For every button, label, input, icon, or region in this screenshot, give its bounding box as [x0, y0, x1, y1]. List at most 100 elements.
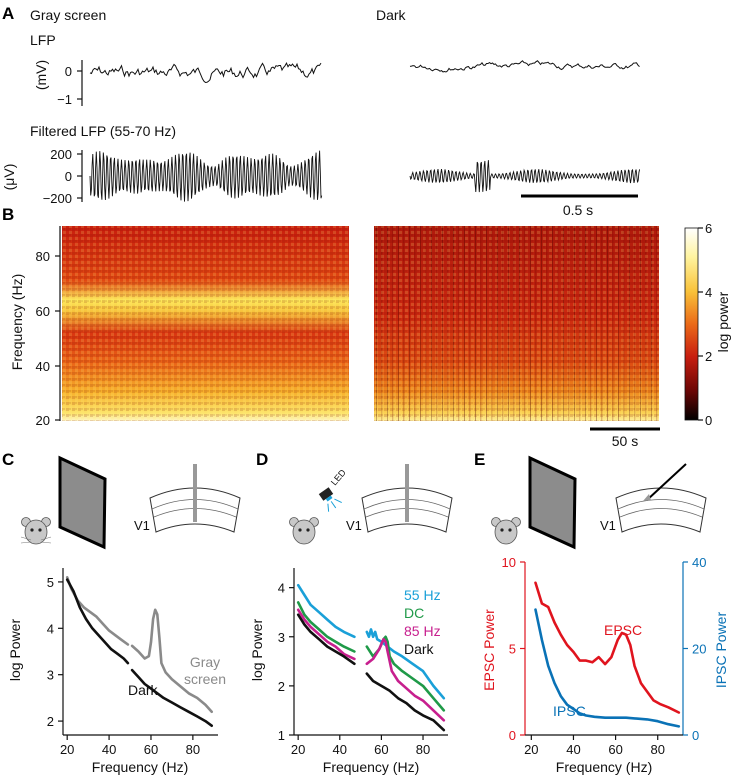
filtered-trace-gray	[89, 150, 323, 202]
label-gray-screen-line2: screen	[184, 671, 226, 687]
chart-c-ytick-label: 2	[47, 714, 54, 729]
colorbar-tick-label-2: 2	[705, 349, 712, 364]
chart-d-ytick-label: 3	[278, 630, 285, 645]
filtered-trace-dark	[409, 160, 641, 193]
v1-cortex-icon-e	[615, 463, 707, 533]
chart-d-xlabel: Frequency (Hz)	[323, 759, 419, 775]
label-dark-c: Dark	[128, 682, 159, 698]
series-line-ipsc	[534, 608, 681, 728]
spectrogram-gray-screen	[62, 226, 349, 421]
chart-c-xtick-label: 80	[186, 742, 200, 757]
chart-c-ytick-label: 4	[47, 621, 54, 636]
time-scale-label: 0.5 s	[563, 202, 593, 218]
lfp-tick-label-0: 0	[65, 64, 72, 79]
chart-c: log Power Frequency (Hz) 20 40 60 80 5 4 3 2 Gra…	[7, 568, 226, 775]
chart-d: log Power Frequency (Hz) 20 40 60 80 4 3 2 1 55 …	[249, 568, 448, 775]
spectrogram-tick-label-80: 80	[36, 249, 50, 264]
chart-c-ylabel: log Power	[7, 619, 23, 682]
panel-label-b: B	[2, 205, 14, 224]
lfp-unit: (mV)	[33, 60, 49, 90]
legend-dark: Dark	[404, 641, 435, 657]
label-epsc: EPSC	[604, 622, 642, 638]
panel-label-a: A	[2, 4, 14, 23]
chart-d-xtick-label: 80	[416, 742, 430, 757]
series-line-dc	[296, 601, 356, 653]
chart-e-xtick-label: 80	[650, 742, 664, 757]
chart-e-xtick-label: 60	[608, 742, 622, 757]
chart-e-ytick-label-right: 40	[692, 555, 706, 570]
chart-e-xlabel: Frequency (Hz)	[556, 759, 652, 775]
series-line-dark	[296, 613, 356, 666]
chart-c-ytick-label: 5	[47, 575, 54, 590]
panel-label-c: C	[2, 450, 14, 469]
chart-e-ylabel-left: EPSC Power	[481, 609, 497, 691]
v1-label-c: V1	[134, 518, 150, 533]
series-line-dark	[130, 668, 213, 727]
chart-c-ytick-label: 3	[47, 668, 54, 683]
chart-e-ytick-label-right: 0	[692, 728, 699, 743]
led-icon	[318, 487, 342, 512]
monitor-icon	[58, 455, 107, 550]
panel-label-e: E	[474, 450, 485, 469]
colorbar-tick-label-6: 6	[705, 221, 712, 236]
label-gray-screen-line1: Gray	[190, 654, 220, 670]
legend-85hz: 85 Hz	[404, 623, 441, 639]
spectrogram-tick-label-60: 60	[36, 304, 50, 319]
panel-label-d: D	[256, 450, 268, 469]
chart-c-xtick-label: 20	[60, 742, 74, 757]
mouse-icon	[20, 517, 52, 545]
led-label: LED	[329, 467, 348, 487]
series-line-dark	[365, 672, 446, 732]
spectrogram-tick-label-20: 20	[36, 413, 50, 428]
lfp-title: LFP	[30, 32, 56, 48]
label-ipsc: IPSC	[553, 703, 586, 719]
colorbar-label: log power	[715, 291, 731, 352]
filtered-tick-label-0: 0	[65, 169, 72, 184]
filtered-unit: (μV)	[1, 164, 17, 191]
chart-e-xtick-label: 20	[524, 742, 538, 757]
legend-55hz: 55 Hz	[404, 587, 441, 603]
chart-e: EPSC Power IPSC Power Frequency (Hz) 20 4…	[481, 555, 729, 775]
series-line-55-hz	[365, 628, 446, 700]
v1-cortex-icon	[149, 464, 241, 533]
chart-e-ytick-label: 10	[502, 555, 516, 570]
schematic-c: V1	[20, 455, 241, 550]
series-line-gray-screen	[130, 608, 213, 714]
spectrogram-tick-label-40: 40	[36, 359, 50, 374]
filtered-tick-label-minus200: −200	[43, 191, 72, 206]
chart-e-ytick-label-right: 20	[692, 642, 706, 657]
v1-label-e: V1	[600, 518, 616, 533]
chart-d-ytick-label: 4	[278, 581, 285, 596]
chart-e-ylabel-right: IPSC Power	[713, 612, 729, 689]
chart-e-ytick-label: 5	[509, 642, 516, 657]
chart-c-xtick-label: 40	[102, 742, 116, 757]
chart-e-xtick-label: 40	[566, 742, 580, 757]
filtered-tick-label-200: 200	[50, 147, 72, 162]
spectrogram-dark	[374, 226, 659, 421]
chart-d-ytick-label: 2	[278, 679, 285, 694]
gray-screen-title: Gray screen	[30, 7, 106, 23]
series-line-dark	[65, 578, 130, 665]
series-line-epsc	[534, 581, 681, 714]
monitor-icon-e	[528, 455, 577, 550]
mouse-icon-e	[491, 517, 521, 545]
colorbar-tick-label-4: 4	[705, 285, 712, 300]
spectrogram-scale-label: 50 s	[612, 433, 638, 449]
chart-d-ytick-label: 1	[278, 728, 285, 743]
filtered-lfp-title: Filtered LFP (55-70 Hz)	[30, 123, 176, 139]
lfp-trace-dark	[409, 60, 640, 73]
colorbar-tick-label-0: 0	[705, 413, 712, 428]
colorbar	[684, 227, 699, 421]
chart-e-ytick-label: 0	[509, 728, 516, 743]
schematic-d: LED V1	[289, 464, 453, 545]
chart-d-ylabel: log Power	[249, 619, 265, 682]
chart-c-xtick-label: 60	[144, 742, 158, 757]
v1-cortex-icon-d	[361, 464, 453, 533]
series-line-85-hz	[365, 637, 446, 722]
lfp-tick-label-minus1: −1	[57, 92, 72, 107]
chart-d-xtick-label: 40	[333, 742, 347, 757]
mouse-icon-d	[289, 517, 319, 545]
v1-label-d: V1	[346, 518, 362, 533]
series-line-55-hz	[296, 583, 356, 639]
spectrogram-ylabel: Frequency (Hz)	[9, 274, 25, 370]
